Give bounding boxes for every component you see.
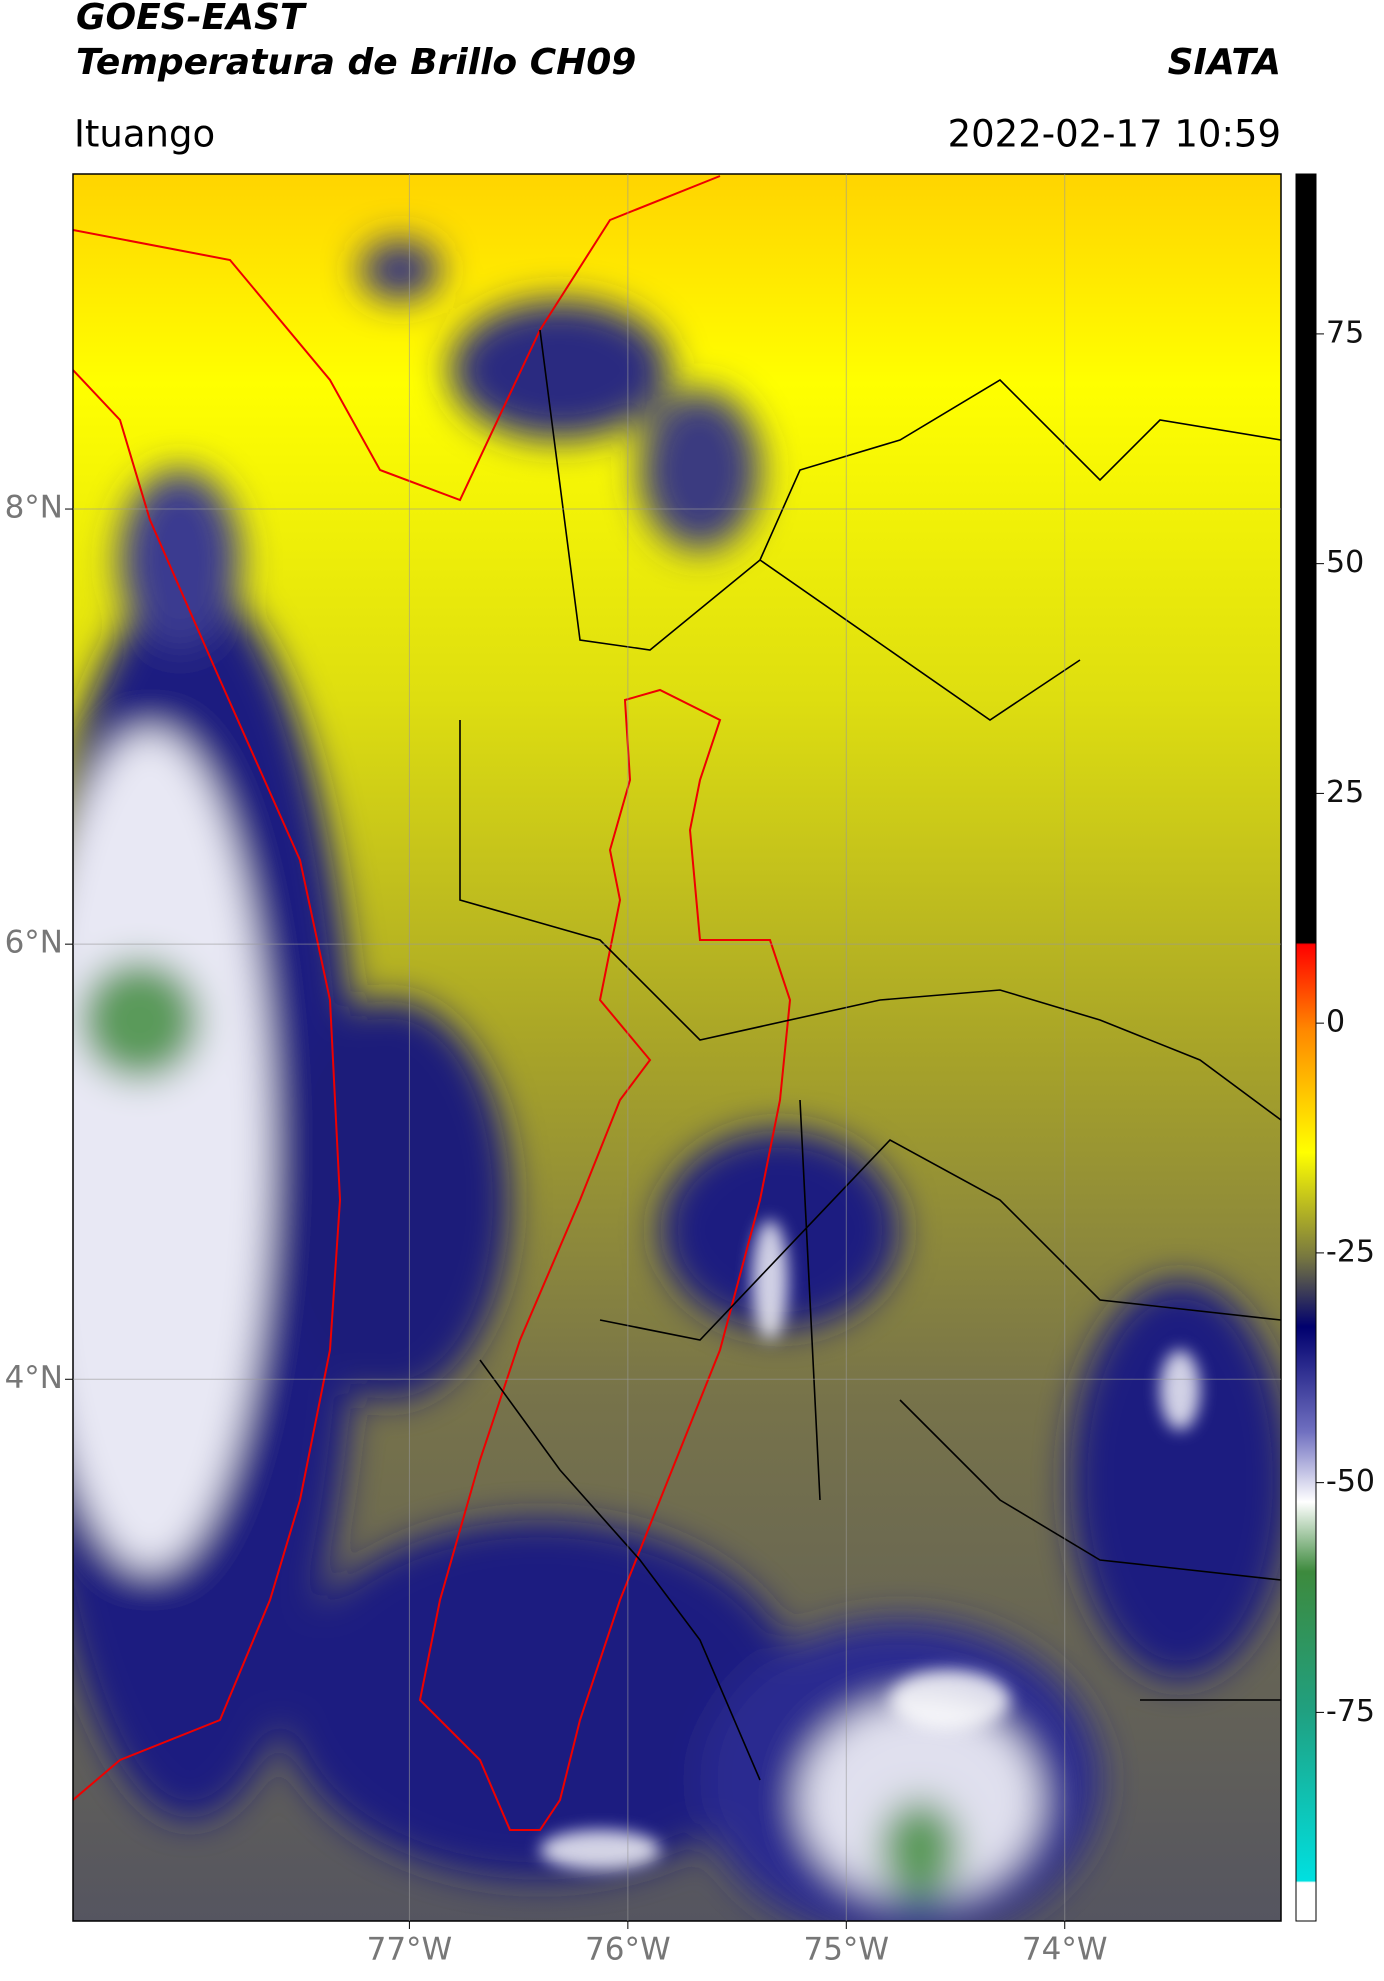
colorbar-tick-label: 75 xyxy=(1326,315,1364,350)
y-tick-label: 4°N xyxy=(5,1360,63,1396)
location: Ituango xyxy=(74,113,215,156)
colorbar-tick-label: -75 xyxy=(1326,1694,1375,1729)
colorbar-tick-label: 0 xyxy=(1326,1005,1345,1040)
map-frame xyxy=(72,173,1282,1922)
colorbar-tick-label: 25 xyxy=(1326,775,1364,810)
subtitle: Temperatura de Brillo CH09 xyxy=(76,42,636,83)
source: SIATA xyxy=(1168,42,1281,83)
x-tick-label: 74°W xyxy=(1022,1932,1108,1968)
map-image xyxy=(73,174,1281,1921)
colorbar xyxy=(1295,173,1317,1922)
colorbar-tick-label: -25 xyxy=(1326,1234,1375,1269)
colorbar-tick-label: 50 xyxy=(1326,545,1364,580)
timestamp: 2022-02-17 10:59 xyxy=(948,113,1281,156)
x-tick-label: 77°W xyxy=(367,1932,453,1968)
axes: 77°W 76°W 75°W 74°W 4°N 6°N 8°N 75 50 25 0 -25 -50 -7… xyxy=(5,174,1375,1968)
y-tick-label: 6°N xyxy=(5,925,63,961)
title: GOES-EAST xyxy=(76,0,307,38)
x-tick-label: 75°W xyxy=(803,1932,889,1968)
y-tick-label: 8°N xyxy=(5,490,63,526)
colorbar-tick-label: -50 xyxy=(1326,1464,1375,1499)
x-tick-label: 76°W xyxy=(585,1932,671,1968)
